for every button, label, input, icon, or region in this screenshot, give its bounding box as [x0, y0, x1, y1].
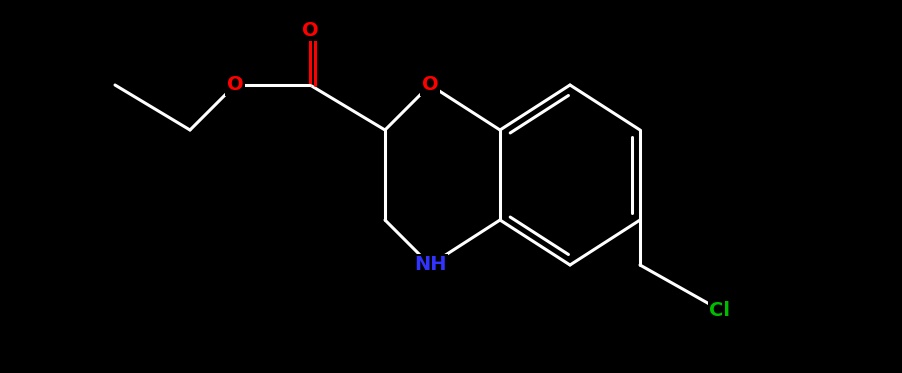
- Text: O: O: [226, 75, 244, 94]
- Text: Cl: Cl: [710, 301, 731, 320]
- Text: NH: NH: [414, 256, 446, 275]
- Text: O: O: [301, 21, 318, 40]
- Text: O: O: [422, 75, 438, 94]
